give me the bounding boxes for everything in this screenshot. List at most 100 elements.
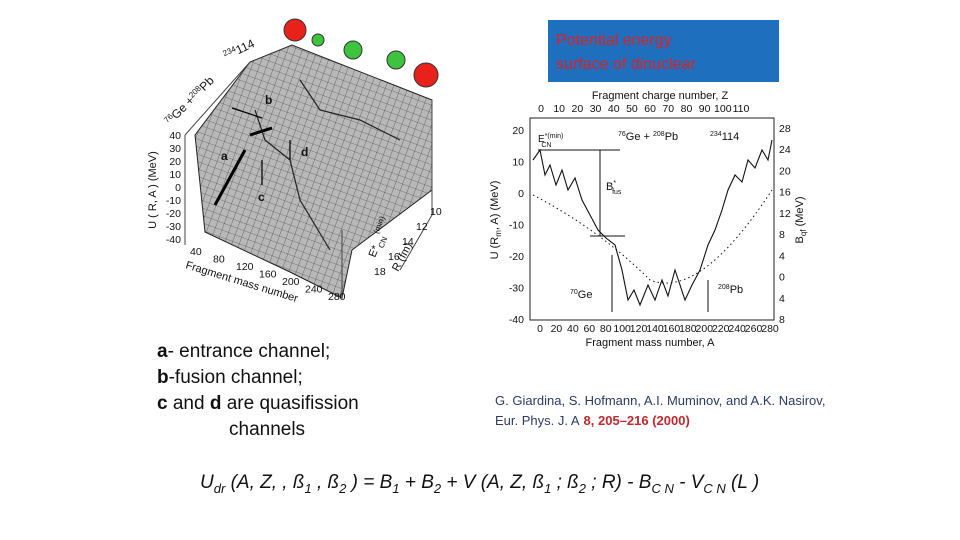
list-text: - entrance channel; xyxy=(168,341,331,362)
left-axis-label: U (Rm, A) (MeV) xyxy=(489,181,503,260)
bottom-tick-label: 260 xyxy=(745,323,763,335)
right-tick-label: 16 xyxy=(779,187,791,199)
y-tick-label: 40 xyxy=(169,130,181,142)
arrow xyxy=(249,126,273,137)
r-tick-label: 16 xyxy=(388,251,400,263)
surface xyxy=(194,44,433,299)
nucleus xyxy=(386,50,406,70)
annotation-sup: 208 xyxy=(653,131,665,138)
annotation-part: Pb xyxy=(730,284,743,296)
annotation-sup: * xyxy=(613,180,616,187)
title-box xyxy=(548,20,779,82)
top-tick-label: 50 xyxy=(626,103,638,115)
y-tick-label: -40 xyxy=(166,234,181,246)
x-tick-label: 200 xyxy=(282,276,300,288)
r-tick-label: 12 xyxy=(416,221,428,233)
annotation-sup: 70 xyxy=(570,289,578,296)
pointer xyxy=(231,107,291,185)
annotation: E*(min) CN xyxy=(538,133,563,149)
annotation-sub: fus xyxy=(612,189,622,196)
top-tick-label: 30 xyxy=(590,103,602,115)
top-tick-label: 90 xyxy=(699,103,711,115)
label-part: U (R xyxy=(489,237,501,260)
r-tick-label: 18 xyxy=(374,266,386,278)
formula-subscript: 2 xyxy=(433,481,442,496)
bottom-tick-label: 200 xyxy=(696,323,714,335)
bottom-tick-label: 40 xyxy=(567,323,579,335)
list-text: and xyxy=(168,393,210,414)
y-tick-label: 10 xyxy=(169,169,181,181)
y-tick-label: -30 xyxy=(166,221,181,233)
right-tick-label: 8 xyxy=(779,314,785,326)
y-tick-label: -20 xyxy=(166,208,181,220)
annotation-sup: *(min) xyxy=(545,133,564,140)
formula-subscript: 1 xyxy=(544,481,551,496)
barrier-curve xyxy=(532,189,773,284)
x-tick-label: 280 xyxy=(328,291,346,303)
formula-part: + V (A, Z, ß xyxy=(441,472,544,493)
annotation-sup: 76 xyxy=(618,131,626,138)
point-label: d xyxy=(301,145,308,159)
annotation-part: E xyxy=(538,134,545,145)
formula-subscript: 2 xyxy=(338,481,347,496)
annotation: 76Ge + 208Pb xyxy=(618,131,678,143)
bottom-tick-label: 0 xyxy=(537,323,543,335)
list-item: c and d are quasifission xyxy=(157,393,359,414)
top-tick-label: 10 xyxy=(553,103,565,115)
left-tick-label: 0 xyxy=(518,188,524,200)
label-part: E* xyxy=(367,243,383,259)
bottom-tick-label: 120 xyxy=(630,323,648,335)
nucleus xyxy=(343,40,363,60)
list-item: a- entrance channel; xyxy=(157,341,330,362)
y-tick-label: 20 xyxy=(169,156,181,168)
right-figure: Fragment charge number, Z Fragment mass … xyxy=(489,90,808,349)
formula-subscript: 1 xyxy=(304,481,311,496)
annotation-sup: 234 xyxy=(710,131,722,138)
list-text: -fusion channel; xyxy=(169,367,303,388)
formula-part: , ß xyxy=(312,472,339,493)
annotation-sub: CN xyxy=(541,142,551,149)
potential-curve xyxy=(532,139,773,307)
point-label: a xyxy=(221,149,228,163)
top-tick-label: 80 xyxy=(681,103,693,115)
plot-frame xyxy=(529,117,775,321)
right-tick-label: 12 xyxy=(779,208,791,220)
r-tick-label: 10 xyxy=(430,206,442,218)
guide xyxy=(538,149,709,312)
x-tick-label: 120 xyxy=(236,261,254,273)
citation-journal: Eur. Phys. J. A xyxy=(495,413,580,428)
y-axis-label: U ( R, A ) (MeV) xyxy=(147,151,159,229)
x-tick-label: 160 xyxy=(259,269,277,281)
list-item: channels xyxy=(229,419,305,440)
r-tick-label: 14 xyxy=(402,236,414,248)
bottom-tick-label: 80 xyxy=(600,323,612,335)
right-tick-label: 8 xyxy=(779,229,785,241)
list-item: b-fusion channel; xyxy=(157,367,303,388)
bottom-tick-label: 220 xyxy=(712,323,730,335)
right-tick-label: 24 xyxy=(779,144,791,156)
left-ticks: 20 10 0 -10 -20 -30 -40 xyxy=(509,125,524,326)
left-tick-label: -20 xyxy=(509,251,524,263)
annotation: 208Pb xyxy=(718,284,743,296)
top-tick-label: 40 xyxy=(608,103,620,115)
annotation-part: 114 xyxy=(722,131,740,143)
left-tick-label: -30 xyxy=(509,283,524,295)
bottom-tick-label: 60 xyxy=(583,323,595,335)
formula: Udr (A, Z, , ß1 , ß2 ) = B1 + B2 + V (A,… xyxy=(200,472,759,496)
annotation-sup: 208 xyxy=(718,284,730,291)
formula-part: ; ß xyxy=(551,472,578,493)
x-tick-label: 40 xyxy=(190,246,202,258)
nucleus xyxy=(413,62,439,88)
label-part: , A) (MeV) xyxy=(489,181,501,231)
formula-part: - V xyxy=(674,472,706,493)
right-ticks: 28 24 20 16 12 8 4 0 4 8 xyxy=(779,123,791,326)
annotation-part: Ge + xyxy=(626,131,653,143)
bottom-tick-label: 280 xyxy=(761,323,779,335)
right-axis-label: Bqf (MeV) xyxy=(794,196,808,243)
label-part: B xyxy=(794,236,806,243)
label-sub: m xyxy=(494,230,503,237)
left-tick-label: 10 xyxy=(512,157,524,169)
formula-part: ) = B xyxy=(346,472,392,493)
